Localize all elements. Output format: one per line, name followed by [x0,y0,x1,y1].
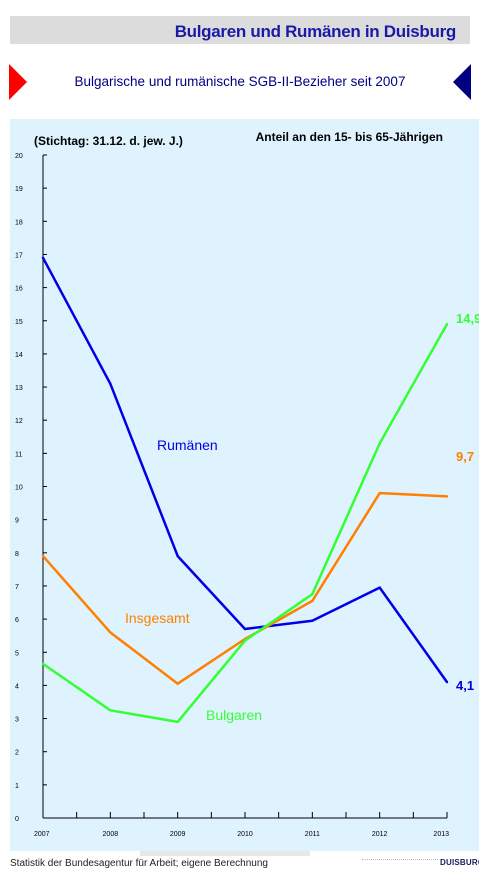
data-point-bulgaren [109,709,112,712]
y-tick-label: 17 [15,252,23,259]
data-point-rumnen [176,554,179,558]
y-tick-label: 14 [15,352,23,359]
duisburg-logo: DUISBURG [440,858,479,867]
data-point-bulgaren [311,593,314,596]
page-title: Bulgaren und Rumänen in Duisburg [174,22,457,41]
chart-series [41,256,449,724]
data-point-rumnen [311,619,314,622]
red-triangle-icon [9,64,27,100]
end-value-label-insgesamt: 9,7 [456,449,474,464]
x-tick-label: 2007 [34,831,50,838]
data-point-insgesamt [176,682,179,685]
chart-note-right: Anteil an den 15- bis 65-Jährigen [256,130,443,144]
data-point-rumnen [109,382,112,385]
x-tick-label: 2008 [103,831,119,838]
data-point-insgesamt [311,599,314,603]
series-label-insgesamt: Insgesamt [125,610,190,626]
footer-bar [140,851,310,856]
source-note: Statistik der Bundesagentur für Arbeit; … [10,858,268,869]
y-tick-label: 6 [15,617,19,624]
y-tick-label: 16 [15,286,23,293]
y-tick-label: 4 [15,683,19,690]
y-tick-label: 0 [15,816,19,823]
data-point-bulgaren [41,662,45,666]
data-point-insgesamt [378,491,381,495]
y-tick-label: 2 [15,750,19,757]
y-tick-label: 13 [15,385,23,392]
data-point-rumnen [445,680,449,684]
y-tick-label: 15 [15,319,23,326]
data-point-insgesamt [109,631,112,634]
x-tick-label: 2013 [433,831,449,838]
logo-divider [362,859,438,860]
chart-note-left: (Stichtag: 31.12. d. jew. J.) [34,134,183,148]
data-point-bulgaren [445,322,449,326]
series-label-bulgaren: Bulgaren [206,707,262,723]
x-tick-label: 2010 [237,831,253,838]
data-point-rumnen [41,256,45,259]
y-tick-label: 10 [15,485,23,492]
y-tick-label: 11 [15,451,22,458]
data-point-bulgaren [176,720,179,724]
end-value-label-bulgaren: 14,9 [456,311,479,326]
data-point-rumnen [243,627,247,631]
x-tick-label: 2012 [372,831,388,838]
series-label-rumnen: Rumänen [157,437,218,453]
y-tick-label: 7 [15,584,19,591]
chart-labels: Rumänen 4,1 Insgesamt 9,7 Bulgaren 14,9 [125,311,479,723]
y-tick-label: 3 [15,717,19,724]
y-tick-label: 19 [15,186,23,193]
y-tick-label: 8 [15,551,19,558]
header-bar: Bulgaren und Rumänen in Duisburg [10,16,470,44]
x-tick-label: 2009 [170,831,186,838]
data-point-insgesamt [41,554,45,558]
x-tick-label: 2011 [305,831,320,838]
y-tick-label: 12 [15,418,23,425]
y-tick-label: 9 [15,518,19,525]
data-point-bulgaren [243,639,247,642]
data-point-insgesamt [445,495,449,498]
y-tick-label: 5 [15,650,19,657]
data-point-rumnen [378,586,381,589]
end-value-label-rumnen: 4,1 [456,678,474,693]
y-tick-label: 18 [15,219,23,226]
chart-subtitle: Bulgarische und rumänische SGB-II-Bezieh… [74,74,406,89]
plot-area [43,155,447,818]
subtitle-row: Bulgarische und rumänische SGB-II-Bezieh… [0,64,479,102]
data-point-bulgaren [378,442,381,445]
navy-triangle-icon [453,64,471,100]
y-tick-label: 1 [15,783,19,790]
y-tick-label: 20 [15,153,23,160]
